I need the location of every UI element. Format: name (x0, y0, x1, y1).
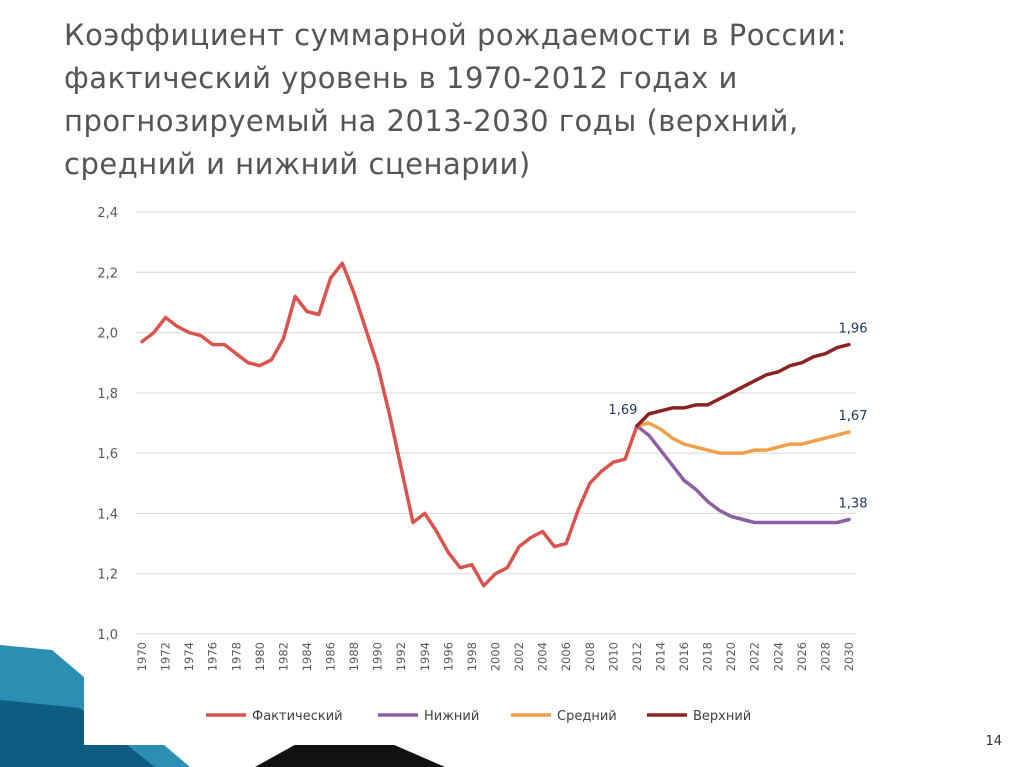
x-tick-label: 2008 (583, 642, 597, 671)
data-label: 1,69 (608, 403, 637, 418)
x-tick-label: 2014 (653, 642, 667, 671)
slide-number: 14 (985, 734, 1002, 749)
x-tick-label: 2024 (771, 642, 785, 671)
x-tick-label: 2006 (559, 642, 573, 671)
y-tick-label: 2,2 (97, 266, 118, 281)
legend-label: Нижний (424, 709, 479, 724)
x-tick-label: 1994 (418, 642, 432, 671)
x-tick-label: 1976 (206, 642, 220, 671)
x-tick-label: 1996 (441, 642, 455, 671)
y-tick-label: 1,6 (97, 447, 118, 462)
title-line: прогнозируемый на 2013-2030 годы (верхни… (64, 104, 799, 138)
x-tick-label: 2002 (512, 642, 526, 671)
x-tick-label: 2018 (701, 642, 715, 671)
series-line-middle (635, 421, 851, 455)
legend-label: Средний (557, 709, 617, 724)
series-line-actual (140, 261, 639, 588)
x-tick-label: 1972 (159, 642, 173, 671)
y-tick-label: 1,4 (97, 507, 118, 522)
series-line-upper (635, 342, 851, 428)
legend-label: Верхний (693, 709, 751, 724)
x-tick-label: 2022 (748, 642, 762, 671)
title-line: Коэффициент суммарной рождаемости в Росс… (64, 18, 847, 52)
title-line: фактический уровень в 1970-2012 годах и (64, 61, 738, 95)
data-label: 1,38 (839, 496, 868, 511)
data-label: 1,96 (839, 322, 868, 337)
x-tick-label: 1980 (253, 642, 267, 671)
legend-label: Фактический (252, 709, 343, 724)
x-tick-label: 1984 (300, 642, 314, 671)
x-tick-label: 1990 (371, 642, 385, 671)
y-tick-label: 2,0 (97, 327, 118, 342)
data-label: 1,67 (839, 409, 868, 424)
title-line: средний и нижний сценарии) (64, 147, 531, 181)
accent-band-dark (0, 700, 155, 767)
x-tick-label: 2010 (606, 642, 620, 671)
chart-area (84, 192, 880, 745)
series-line-lower (635, 424, 851, 525)
x-tick-label: 1992 (394, 642, 408, 671)
x-tick-label: 2028 (818, 642, 832, 671)
x-tick-label: 2020 (724, 642, 738, 671)
y-tick-label: 1,2 (97, 568, 118, 583)
x-tick-label: 2000 (489, 642, 503, 671)
y-tick-label: 2,4 (97, 206, 118, 221)
x-tick-label: 1988 (347, 642, 361, 671)
x-tick-label: 2012 (630, 642, 644, 671)
x-tick-label: 2016 (677, 642, 691, 671)
x-tick-label: 1974 (182, 642, 196, 671)
x-tick-label: 1970 (135, 642, 149, 671)
x-tick-label: 1986 (324, 642, 338, 671)
accent-band-black (255, 742, 445, 767)
x-tick-label: 1998 (465, 642, 479, 671)
y-tick-label: 1,0 (97, 628, 118, 643)
x-tick-label: 2026 (795, 642, 809, 671)
x-tick-label: 2030 (842, 642, 856, 671)
x-tick-label: 1982 (276, 642, 290, 671)
x-tick-label: 2004 (536, 642, 550, 671)
slide-title: Коэффициент суммарной рождаемости в Росс… (64, 14, 964, 186)
y-tick-label: 1,8 (97, 387, 118, 402)
x-tick-label: 1978 (229, 642, 243, 671)
